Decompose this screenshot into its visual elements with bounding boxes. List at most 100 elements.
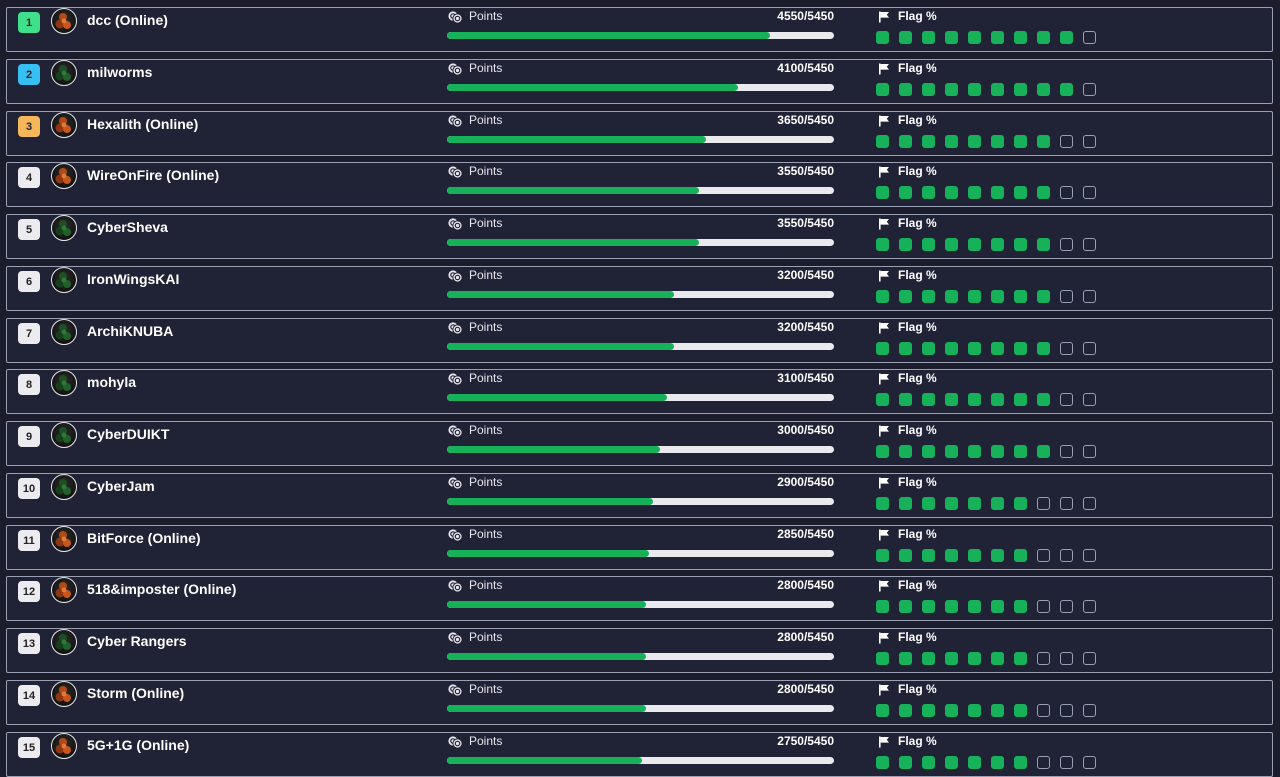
team-row[interactable]: 3 Hexalith (Online) Points 3650/5450 Fla… [6,111,1273,156]
team-name[interactable]: CyberSheva [87,219,168,235]
team-name[interactable]: 5G+1G (Online) [87,737,190,753]
team-row[interactable]: 15 5G+1G (Online) Points 2750/5450 Flag … [6,732,1273,777]
points-progress-bar [447,32,834,39]
coins-icon [448,218,463,231]
flag-icon [879,11,889,23]
team-row[interactable]: 14 Storm (Online) Points 2800/5450 Flag … [6,680,1273,725]
flag-box-captured [899,186,912,199]
team-name[interactable]: WireOnFire (Online) [87,167,220,183]
points-value: 3650/5450 [777,113,834,127]
flag-box-captured [922,704,935,717]
points-progress-bar [447,757,834,764]
points-value: 3000/5450 [777,423,834,437]
flag-box-empty [1037,704,1050,717]
team-avatar-image [55,220,71,236]
rank-badge: 7 [18,323,40,344]
flag-progress [876,704,1096,717]
rank-badge: 5 [18,219,40,240]
team-avatar-image [55,65,71,81]
flag-box-captured [1037,290,1050,303]
team-name[interactable]: Hexalith (Online) [87,116,199,132]
flag-box-captured [991,238,1004,251]
points-value: 2750/5450 [777,734,834,748]
flag-box-empty [1060,497,1073,510]
flag-box-empty [1083,238,1096,251]
flag-box-captured [991,600,1004,613]
flag-box-captured [1014,497,1027,510]
team-row[interactable]: 4 WireOnFire (Online) Points 3550/5450 F… [6,162,1273,207]
flag-box-captured [945,31,958,44]
points-label: Points [469,682,503,696]
flag-progress [876,186,1096,199]
flag-progress [876,342,1096,355]
flag-box-empty [1037,600,1050,613]
flag-box-empty [1083,445,1096,458]
rank-badge: 4 [18,167,40,188]
team-row[interactable]: 12 518&imposter (Online) Points 2800/545… [6,576,1273,621]
flag-label: Flag % [898,61,937,75]
team-row[interactable]: 11 BitForce (Online) Points 2850/5450 Fl… [6,525,1273,570]
team-avatar-image [55,427,71,443]
team-avatar-image [55,324,71,340]
points-label: Points [469,423,503,437]
team-avatar-image [55,738,71,754]
flag-box-captured [922,393,935,406]
flag-box-captured [899,704,912,717]
team-name[interactable]: mohyla [87,374,137,390]
flag-box-captured [968,393,981,406]
team-row[interactable]: 5 CyberSheva Points 3550/5450 Flag % [6,214,1273,259]
team-name[interactable]: 518&imposter (Online) [87,581,237,597]
team-row[interactable]: 9 CyberDUIKT Points 3000/5450 Flag % [6,421,1273,466]
flag-label: Flag % [898,9,937,23]
flag-box-empty [1083,186,1096,199]
flag-box-captured [876,497,889,510]
points-value: 3100/5450 [777,371,834,385]
flag-icon [879,580,889,592]
team-name[interactable]: dcc (Online) [87,12,168,28]
points-label: Points [469,216,503,230]
points-progress-bar [447,291,834,298]
flag-progress [876,549,1096,562]
flag-box-captured [991,135,1004,148]
flag-box-captured [968,342,981,355]
flag-box-captured [1014,704,1027,717]
flag-box-empty [1083,756,1096,769]
team-name[interactable]: CyberJam [87,478,155,494]
team-name[interactable]: IronWingsKAI [87,271,180,287]
flag-box-empty [1083,393,1096,406]
team-row[interactable]: 10 CyberJam Points 2900/5450 Flag % [6,473,1273,518]
flag-box-captured [945,652,958,665]
flag-box-empty [1083,549,1096,562]
flag-label: Flag % [898,682,937,696]
points-progress-fill [447,239,699,246]
flag-icon [879,115,889,127]
team-row[interactable]: 8 mohyla Points 3100/5450 Flag % [6,369,1273,414]
coins-icon [448,63,463,76]
flag-box-captured [1014,393,1027,406]
team-row[interactable]: 6 IronWingsKAI Points 3200/5450 Flag % [6,266,1273,311]
team-name[interactable]: CyberDUIKT [87,426,170,442]
flag-box-captured [922,652,935,665]
team-row[interactable]: 2 milworms Points 4100/5450 Flag % [6,59,1273,104]
flag-box-captured [991,549,1004,562]
team-avatar [51,422,77,448]
flag-box-captured [945,497,958,510]
team-row[interactable]: 13 Cyber Rangers Points 2800/5450 Flag % [6,628,1273,673]
team-name[interactable]: Cyber Rangers [87,633,187,649]
flag-icon [879,218,889,230]
flag-box-captured [1037,445,1050,458]
team-row[interactable]: 1 dcc (Online) Points 4550/5450 Flag % [6,7,1273,52]
team-name[interactable]: Storm (Online) [87,685,185,701]
team-row[interactable]: 7 ArchiKNUBA Points 3200/5450 Flag % [6,318,1273,363]
flag-box-captured [945,393,958,406]
flag-icon [879,425,889,437]
team-name[interactable]: milworms [87,64,153,80]
team-avatar-image [55,634,71,650]
points-label: Points [469,268,503,282]
flag-box-captured [922,756,935,769]
team-name[interactable]: BitForce (Online) [87,530,201,546]
rank-badge: 2 [18,64,40,85]
team-avatar [51,681,77,707]
flag-label: Flag % [898,630,937,644]
team-name[interactable]: ArchiKNUBA [87,323,174,339]
